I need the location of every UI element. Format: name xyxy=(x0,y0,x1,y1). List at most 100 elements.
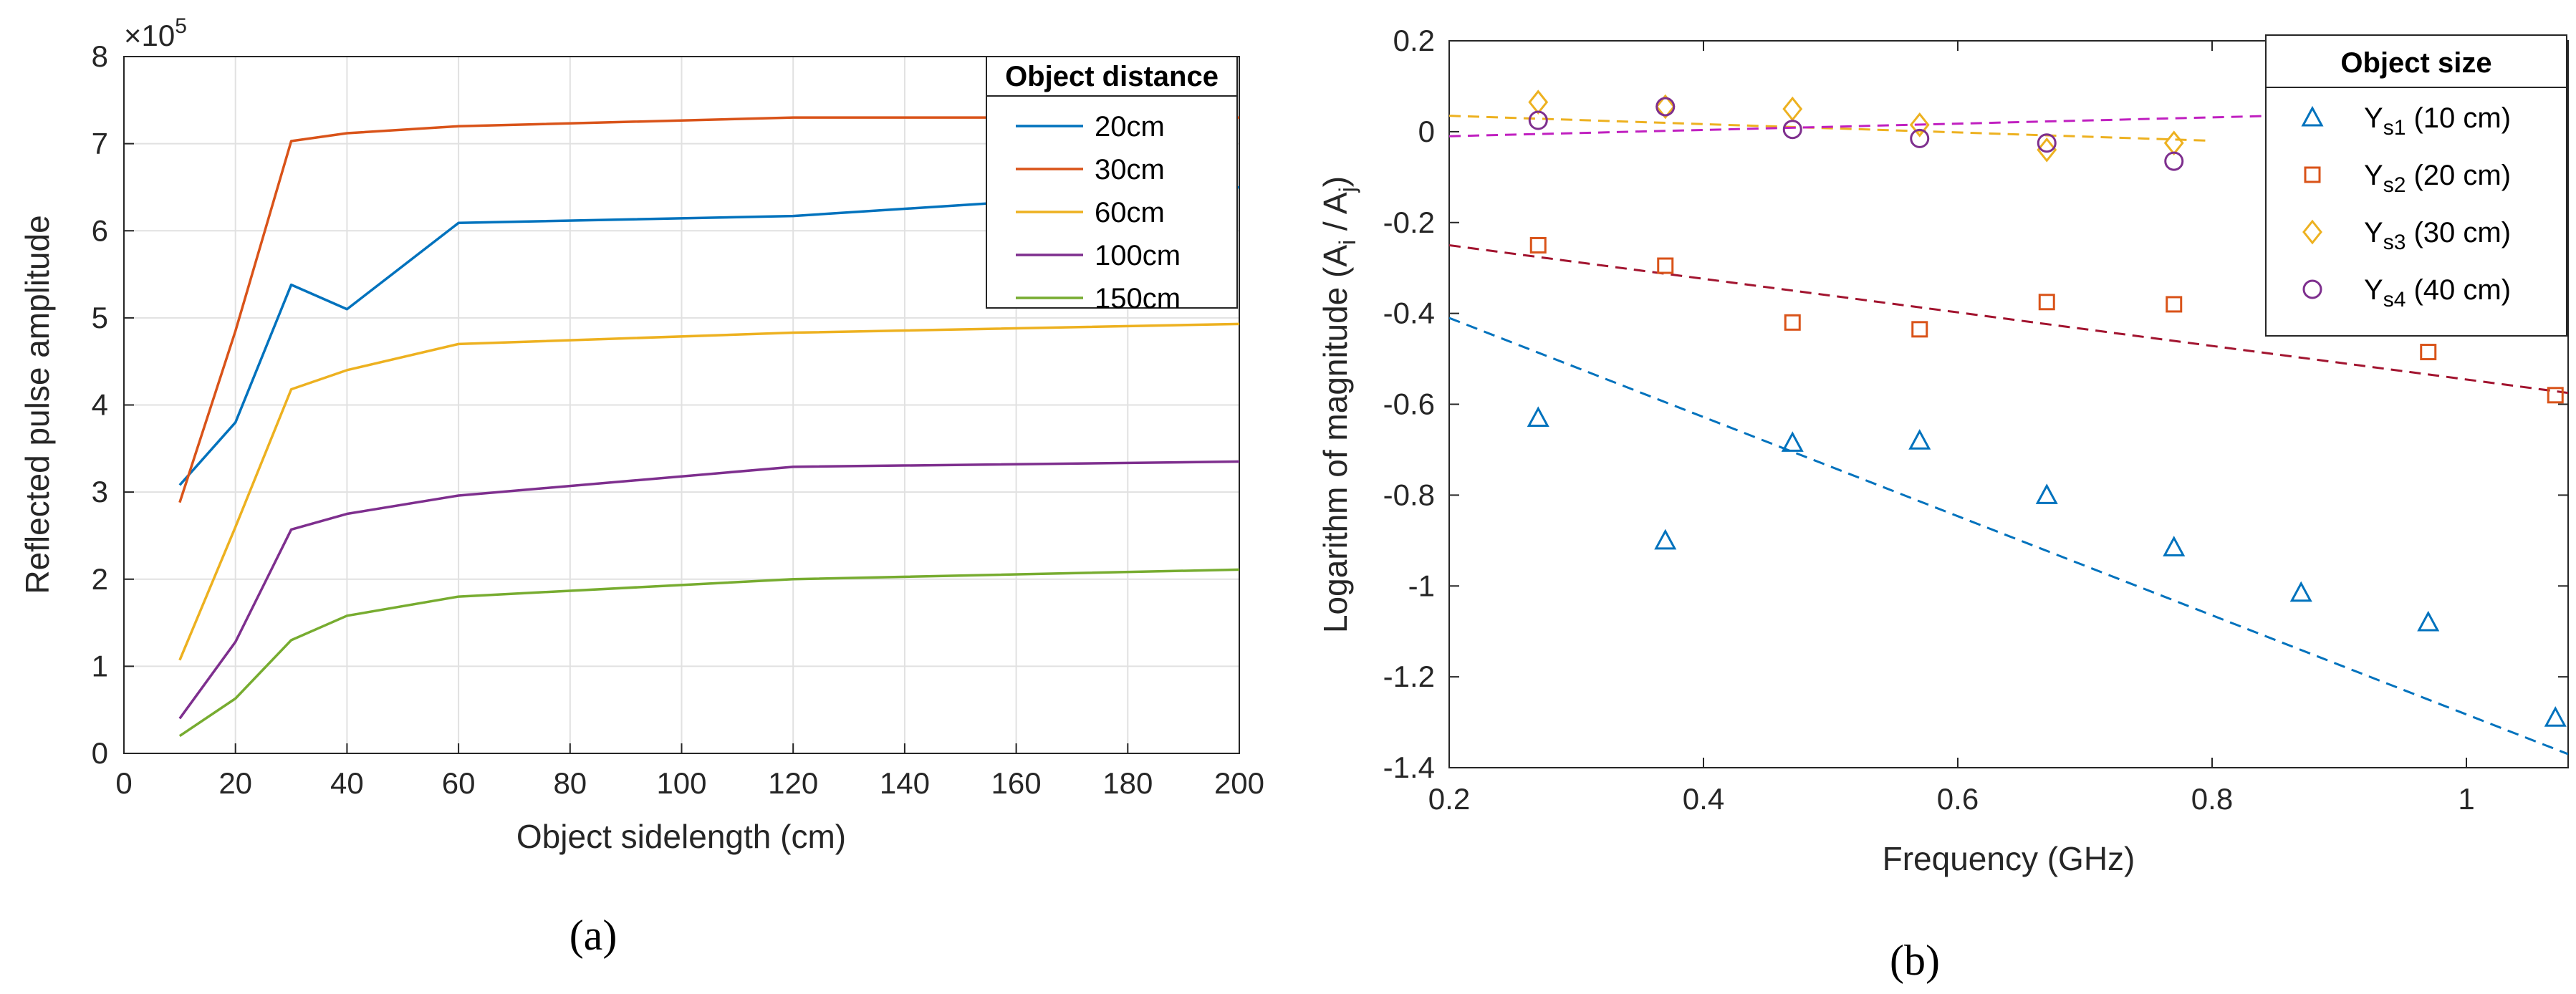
chart-a-legend-label-30cm: 30cm xyxy=(1095,154,1165,185)
chart-b-x-tick-label: 0.8 xyxy=(2191,782,2233,816)
chart-a-x-tick-label: 180 xyxy=(1102,766,1153,800)
chart-a-caption: (a) xyxy=(569,912,617,959)
chart-a-y-multiplier: ×105 xyxy=(124,14,187,52)
chart-a-series-line-20cm xyxy=(178,185,1239,486)
chart-b-y-tick-label: -1.4 xyxy=(1383,751,1435,784)
chart-b-fit-line-s4 xyxy=(1449,115,2276,137)
chart-b-y-tick-label: -1 xyxy=(1408,569,1435,602)
chart-a-legend: Object distance 20cm 30cm 60cm 100cm 150cm xyxy=(986,56,1238,314)
chart-b-point-s2 xyxy=(2038,294,2055,311)
chart-a-y-tick-label: 6 xyxy=(92,213,108,247)
chart-b-point-s3 xyxy=(1528,90,1549,115)
chart-b-points xyxy=(1527,90,2567,727)
chart-b-point-s2 xyxy=(2547,387,2564,404)
chart-b-legend-marker-s3 xyxy=(2302,219,2322,245)
chart-b-point-s2 xyxy=(2420,344,2437,361)
chart-b-y-tick-label: -0.6 xyxy=(1383,387,1435,421)
chart-b-point-s1 xyxy=(1527,406,1549,428)
chart-b-legend-title: Object size xyxy=(2340,47,2491,79)
chart-b-point-s2 xyxy=(1657,257,1674,274)
chart-b-x-tick-label: 0.4 xyxy=(1683,782,1724,816)
chart-b-x-tick-label: 0.2 xyxy=(1428,782,1470,816)
chart-b-caption: (b) xyxy=(1890,937,1940,984)
chart-a-y-tick-label: 1 xyxy=(92,649,108,682)
chart-a: 0 20 40 60 80 100 120 140 160 180 200 0 1 2 3 4 5 6 7 8 ×10… xyxy=(19,14,1264,959)
chart-b-point-s2 xyxy=(1911,321,1928,338)
chart-b-y-tick-label: 0 xyxy=(1418,115,1435,148)
chart-b-fit-line-s3 xyxy=(1449,115,2213,143)
chart-b-fit-lines xyxy=(1449,115,2568,756)
chart-b-point-s1 xyxy=(1781,431,1804,452)
chart-b-y-tick-label: 0.2 xyxy=(1393,24,1435,57)
chart-b-y-tick-label: -1.2 xyxy=(1383,660,1435,693)
chart-a-x-tick-label: 120 xyxy=(768,766,818,800)
chart-b-x-axis-label: Frequency (GHz) xyxy=(1883,840,2135,877)
chart-a-y-tick-label: 4 xyxy=(92,388,108,422)
chart-a-x-tick-label: 40 xyxy=(330,766,364,800)
chart-a-legend-label-100cm: 100cm xyxy=(1095,240,1181,271)
chart-a-legend-label-60cm: 60cm xyxy=(1095,197,1165,228)
chart-a-series-line-100cm xyxy=(178,460,1239,720)
chart-b-x-tick-label: 0.6 xyxy=(1937,782,1979,816)
chart-b-legend-marker-s1 xyxy=(2301,105,2324,127)
chart-b-legend-label-s3: Ys3 (30 cm) xyxy=(2364,217,2511,254)
chart-b-point-s3 xyxy=(2163,130,2184,156)
chart-b-point-s3 xyxy=(1909,112,1930,137)
chart-b-ticks: 0.2 0.4 0.6 0.8 1 0.2 0 -0.2 -0.4 -0.6 -0.8 -1 -1.2 -… xyxy=(1383,24,2568,816)
chart-b-legend-label-s4: Ys4 (40 cm) xyxy=(2364,274,2511,312)
chart-b-legend-marker-s4 xyxy=(2302,279,2322,299)
chart-b-fit-line-s2 xyxy=(1449,243,2568,395)
chart-a-series-line-30cm xyxy=(178,116,1239,503)
chart-b-y-tick-label: -0.4 xyxy=(1383,296,1435,330)
chart-b-point-s1 xyxy=(2417,610,2440,632)
chart-b-point-s2 xyxy=(2166,296,2183,313)
chart-b-point-s3 xyxy=(1782,96,1803,122)
chart-b-legend-label-s1: Ys1 (10 cm) xyxy=(2364,102,2511,140)
chart-a-x-tick-label: 160 xyxy=(991,766,1042,800)
chart-a-y-axis-label: Reflected pulse amplitude xyxy=(19,215,56,594)
chart-a-y-tick-label: 0 xyxy=(92,736,108,770)
chart-b-x-tick-label: 1 xyxy=(2458,782,2474,816)
chart-a-y-tick-label: 5 xyxy=(92,301,108,334)
chart-b-y-tick-label: -0.8 xyxy=(1383,478,1435,511)
chart-b-point-s4 xyxy=(2164,151,2184,171)
chart-b-point-s1 xyxy=(2544,706,2567,727)
chart-b-legend-marker-s2 xyxy=(2304,166,2321,183)
chart-a-legend-label-20cm: 20cm xyxy=(1095,111,1165,143)
chart-b-point-s4 xyxy=(1910,128,1930,148)
chart-b-point-s1 xyxy=(1908,429,1931,450)
chart-a-x-tick-label: 80 xyxy=(553,766,587,800)
chart-a-x-tick-label: 0 xyxy=(115,766,132,800)
chart-a-legend-box xyxy=(986,56,1238,309)
chart-a-x-tick-label: 140 xyxy=(880,766,930,800)
chart-a-x-tick-label: 100 xyxy=(656,766,706,800)
chart-b-point-s2 xyxy=(1784,314,1801,331)
chart-b-point-s1 xyxy=(2035,483,2058,504)
chart-b-legend: Object size Ys1 (10 cm) Ys2 (20 cm) Ys3 (3… xyxy=(2265,34,2567,337)
chart-a-ticks: 0 20 40 60 80 100 120 140 160 180 200 0 1 2 3 4 5 6 7 8 xyxy=(92,39,1264,800)
chart-a-series-line-150cm xyxy=(178,568,1239,738)
chart-b-point-s2 xyxy=(1529,236,1547,254)
chart-a-y-tick-label: 7 xyxy=(92,127,108,160)
chart-a-x-tick-label: 20 xyxy=(218,766,252,800)
chart-b-y-axis-label: Logarithm of magnitude (Ai / Aj) xyxy=(1317,176,1360,633)
chart-a-legend-label-150cm: 150cm xyxy=(1095,283,1181,314)
chart-b-legend-box xyxy=(2265,34,2567,337)
chart-a-y-tick-label: 8 xyxy=(92,39,108,73)
chart-a-legend-title: Object distance xyxy=(1005,61,1219,92)
chart-b: 0.2 0.4 0.6 0.8 1 0.2 0 -0.2 -0.4 -0.6 -0.8 -1 -1.2 -… xyxy=(1317,24,2569,984)
chart-b-point-s4 xyxy=(1528,110,1548,130)
chart-a-series-line-60cm xyxy=(178,322,1239,661)
chart-a-x-tick-label: 200 xyxy=(1214,766,1264,800)
chart-b-point-s3 xyxy=(2037,137,2057,163)
chart-b-point-s1 xyxy=(2163,536,2186,556)
chart-b-point-s4 xyxy=(2037,133,2057,153)
chart-b-point-s1 xyxy=(2289,581,2312,602)
chart-a-y-tick-label: 2 xyxy=(92,562,108,596)
chart-b-fit-line-s1 xyxy=(1449,317,2568,756)
chart-a-lines xyxy=(178,116,1239,738)
chart-a-y-tick-label: 3 xyxy=(92,475,108,508)
chart-a-x-tick-label: 60 xyxy=(442,766,476,800)
chart-b-point-s4 xyxy=(1782,120,1802,140)
